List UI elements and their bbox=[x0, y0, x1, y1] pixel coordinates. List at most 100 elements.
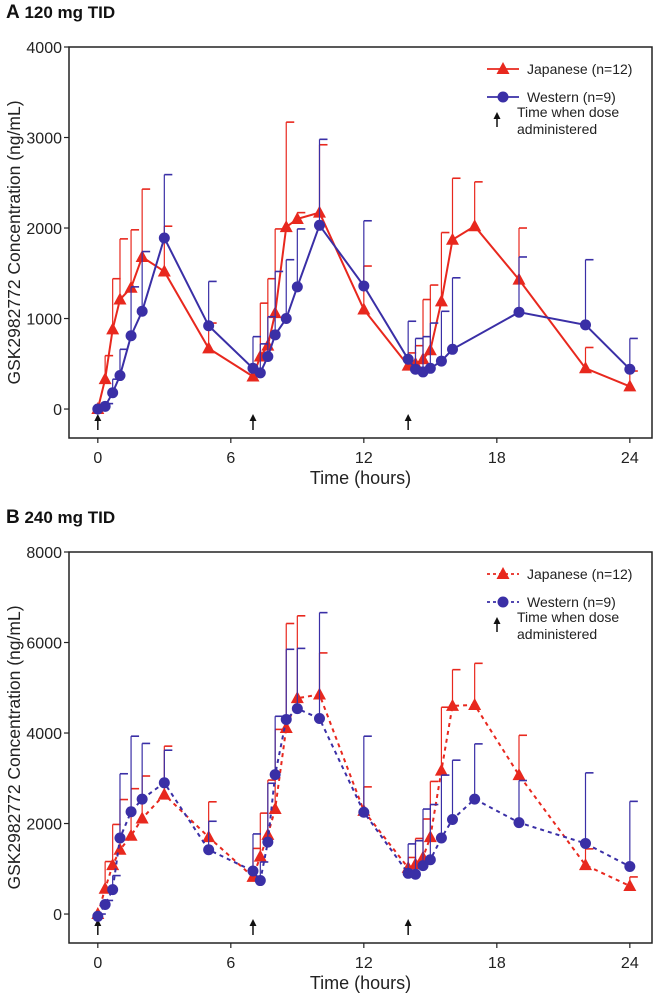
a-western-legend-circle-icon bbox=[497, 91, 509, 103]
b-western-point bbox=[291, 703, 303, 715]
b-western-point bbox=[313, 713, 325, 725]
a-western-point bbox=[107, 387, 119, 399]
chart-panel-a: 0 1000 2000 3000 4000 0 6 12 18 24 Time (hours) GSK… bbox=[4, 40, 653, 488]
a-japanese-point bbox=[445, 232, 459, 245]
b-western-point bbox=[262, 836, 274, 848]
b-japanese-point bbox=[106, 858, 120, 871]
b-japanese-point bbox=[124, 828, 138, 841]
a-japanese-point bbox=[113, 292, 127, 305]
b-western-point bbox=[203, 844, 215, 856]
b-western-point bbox=[254, 875, 266, 887]
b-x-axis-label: Time (hours) bbox=[310, 973, 411, 993]
a-western-point bbox=[114, 370, 126, 382]
b-x-tick-label: 12 bbox=[355, 955, 373, 972]
a-western-point bbox=[280, 313, 292, 325]
a-western-point bbox=[125, 330, 137, 342]
b-japanese-point bbox=[512, 768, 526, 781]
a-legend-dose-label: administered bbox=[517, 121, 597, 137]
a-dose-arrow-head-icon bbox=[249, 414, 257, 421]
b-legend-dose-label: administered bbox=[517, 626, 597, 642]
b-japanese-legend-triangle-icon bbox=[496, 567, 510, 579]
b-western-point bbox=[99, 899, 111, 911]
b-japanese-point bbox=[157, 787, 171, 800]
b-x-tick-label: 6 bbox=[226, 955, 235, 972]
a-x-tick-label: 6 bbox=[226, 450, 235, 467]
a-japanese-point bbox=[106, 322, 120, 335]
b-western-point bbox=[114, 832, 126, 844]
a-western-point bbox=[313, 219, 325, 231]
a-japanese-point bbox=[578, 361, 592, 374]
a-western-legend-label: Western (n=9) bbox=[527, 89, 616, 105]
a-japanese-point bbox=[357, 302, 371, 315]
a-legend-dose-arrow-icon bbox=[493, 112, 501, 119]
b-y-tick-label: 4000 bbox=[26, 726, 62, 743]
b-western-point bbox=[446, 813, 458, 825]
a-western-point bbox=[424, 362, 436, 374]
b-western-legend-label: Western (n=9) bbox=[527, 594, 616, 610]
b-x-tick-label: 0 bbox=[93, 955, 102, 972]
b-dose-arrow-head-icon bbox=[249, 919, 257, 926]
a-x-tick-label: 0 bbox=[93, 450, 102, 467]
a-x-axis-label: Time (hours) bbox=[310, 468, 411, 488]
a-western-point bbox=[446, 343, 458, 355]
b-western-legend-circle-icon bbox=[497, 596, 509, 608]
a-y-tick-label: 1000 bbox=[26, 312, 62, 329]
a-japanese-point bbox=[98, 372, 112, 385]
b-western-point bbox=[624, 861, 636, 873]
b-western-point bbox=[280, 713, 292, 725]
a-japanese-point bbox=[623, 379, 637, 392]
b-japanese-point bbox=[253, 849, 267, 862]
a-x-tick-label: 12 bbox=[355, 450, 373, 467]
b-japanese-point bbox=[578, 858, 592, 871]
a-western-point bbox=[254, 367, 266, 379]
b-western-point bbox=[579, 837, 591, 849]
a-western-point bbox=[262, 351, 274, 363]
b-western-point bbox=[247, 865, 259, 877]
b-western-point bbox=[158, 777, 170, 789]
a-western-point bbox=[291, 281, 303, 293]
b-y-tick-label: 8000 bbox=[26, 545, 62, 562]
b-western-point bbox=[136, 793, 148, 805]
b-dose-arrow-head-icon bbox=[94, 919, 102, 926]
a-y-tick-label: 3000 bbox=[26, 131, 62, 148]
panel-b-title-text: 240 mg TID bbox=[24, 508, 116, 527]
a-plot-frame bbox=[68, 46, 653, 439]
b-western-point bbox=[435, 832, 447, 844]
b-japanese-point bbox=[268, 802, 282, 815]
a-japanese-point bbox=[202, 341, 216, 354]
a-x-tick-label: 24 bbox=[621, 450, 639, 467]
chart-panel-b: 0 2000 4000 6000 8000 0 6 12 18 24 Time (hours) GSK… bbox=[4, 545, 653, 993]
a-japanese-point bbox=[468, 219, 482, 232]
b-western-point bbox=[417, 860, 429, 872]
a-western-point bbox=[402, 353, 414, 365]
a-japanese-point bbox=[246, 369, 260, 382]
b-y-tick-label: 2000 bbox=[26, 817, 62, 834]
b-dose-arrow-head-icon bbox=[404, 919, 412, 926]
b-plot-frame bbox=[68, 551, 653, 944]
a-dose-arrow-head-icon bbox=[94, 414, 102, 421]
b-japanese-point bbox=[135, 811, 149, 824]
panel-b-label: B bbox=[6, 507, 20, 528]
b-japanese-point bbox=[468, 697, 482, 710]
panel-a-title: A 120 mg TID bbox=[6, 2, 115, 24]
b-japanese-point bbox=[434, 763, 448, 776]
a-legend-dose-label: Time when dose bbox=[517, 104, 619, 120]
b-y-tick-label: 0 bbox=[53, 907, 62, 924]
a-western-point bbox=[203, 320, 215, 332]
a-japanese-legend-triangle-icon bbox=[496, 62, 510, 74]
b-legend-dose-arrow-icon bbox=[493, 617, 501, 624]
a-western-point bbox=[99, 400, 111, 412]
a-western-point bbox=[136, 305, 148, 317]
a-japanese-point bbox=[279, 220, 293, 233]
panel-a-title-text: 120 mg TID bbox=[24, 3, 116, 22]
a-y-tick-label: 4000 bbox=[26, 40, 62, 57]
a-western-point bbox=[435, 355, 447, 367]
b-japanese-point bbox=[113, 842, 127, 855]
a-western-point bbox=[624, 363, 636, 375]
b-japanese-legend-label: Japanese (n=12) bbox=[527, 566, 632, 582]
b-legend-dose-label: Time when dose bbox=[517, 609, 619, 625]
b-y-axis-label: GSK2982772 Concentration (ng/mL) bbox=[4, 605, 24, 889]
b-western-point bbox=[424, 854, 436, 866]
a-dose-arrow-head-icon bbox=[404, 414, 412, 421]
a-japanese-legend-label: Japanese (n=12) bbox=[527, 61, 632, 77]
